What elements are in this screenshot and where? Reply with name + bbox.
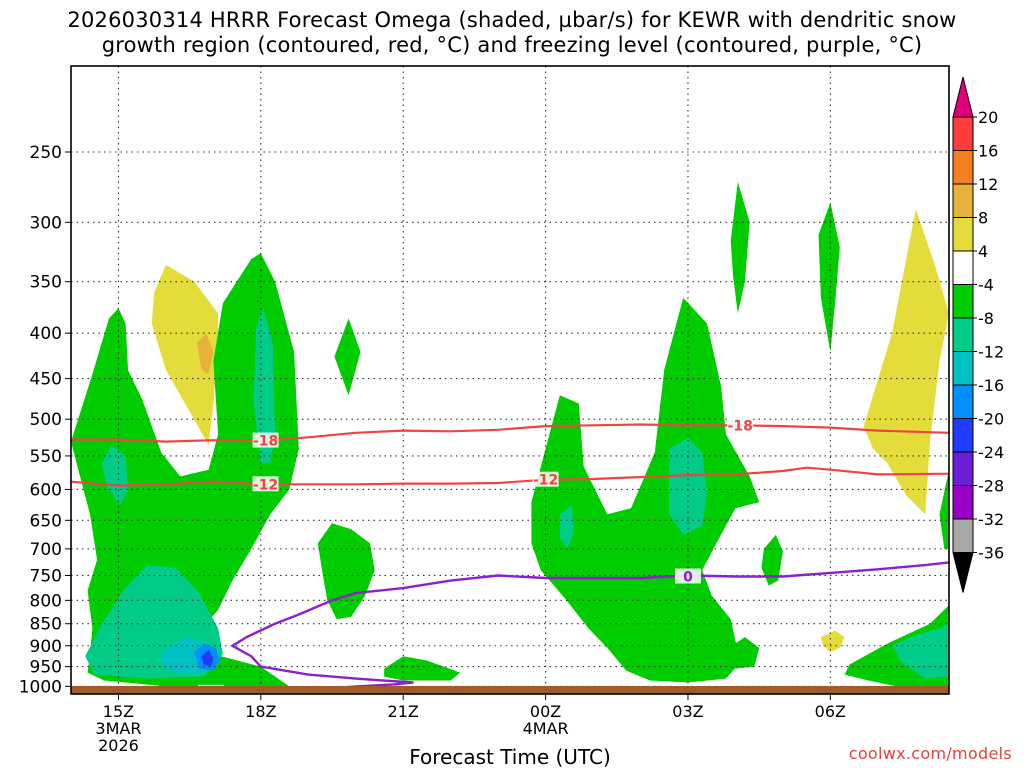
colorbar-swatch-13: [952, 518, 974, 553]
chart-title-line-1: 2026030314 HRRR Forecast Omega (shaded, …: [67, 8, 957, 32]
dgz-contour--12: [71, 466, 949, 487]
colorbar-swatch-6: [952, 284, 974, 319]
colorbar-label-0: 20: [978, 108, 998, 127]
colorbar-label-9: -20: [978, 410, 1004, 429]
dgz-label--12-0: -12: [253, 477, 278, 493]
colorbar-label-3: 8: [978, 209, 988, 228]
y-tick-label-900: 900: [30, 637, 62, 657]
colorbar-swatch-12: [952, 485, 974, 520]
colorbar: 20 16 12 8 4 -4 -8 -12 -16 -20 -24 -28 -32 -36: [952, 76, 1004, 593]
x-tick-label-06Z-0: 06Z: [815, 702, 846, 721]
colorbar-swatch-5: [952, 250, 974, 285]
ground-strip: [71, 686, 949, 694]
y-tick-label-950: 950: [30, 658, 62, 678]
y-tick-label-500: 500: [30, 410, 62, 430]
plot-frame: [70, 65, 950, 695]
x-tick-label-00Z-0: 00Z: [530, 702, 561, 721]
y-tick-label-300: 300: [30, 213, 62, 233]
colorbar-top-arrow: [952, 76, 974, 118]
colorbar-swatch-1: [952, 116, 974, 151]
colorbar-label-12: -32: [978, 510, 1004, 529]
omega-region-0: [151, 264, 219, 446]
omega-region-6: [71, 253, 299, 693]
x-tick-label-15Z-1: 3MAR: [95, 719, 141, 738]
y-axis-pressure: 2503003504004505005506006507007508008509…: [19, 143, 71, 697]
y-tick-label-400: 400: [30, 324, 62, 344]
colorbar-label-13: -36: [978, 544, 1004, 563]
y-tick-label-650: 650: [30, 511, 62, 531]
y-tick-label-750: 750: [30, 566, 62, 586]
colorbar-label-8: -16: [978, 376, 1004, 395]
x-tick-label-00Z-1: 4MAR: [523, 719, 569, 738]
dgz-label--12-0-bg: [252, 476, 279, 492]
omega-shading-layer: [71, 181, 949, 693]
colorbar-swatch-9: [952, 384, 974, 419]
dgz-label--18-0-bg: [252, 432, 279, 448]
omega-region-22: [892, 623, 949, 679]
colorbar-label-5: -4: [978, 276, 994, 295]
omega-region-13: [761, 534, 783, 586]
colorbar-label-1: 16: [978, 142, 998, 161]
omega-region-25: [201, 650, 214, 667]
freezing-level-label-1-bg: [674, 568, 701, 584]
y-tick-label-450: 450: [30, 370, 62, 390]
omega-region-21: [559, 505, 575, 549]
omega-region-16: [939, 469, 949, 549]
y-tick-label-350: 350: [30, 273, 62, 293]
y-tick-label-550: 550: [30, 447, 62, 467]
colorbar-bottom-arrow: [952, 552, 974, 593]
colorbar-swatch-3: [952, 183, 974, 218]
dgz-contour--18: [71, 423, 949, 443]
omega-region-14: [725, 637, 760, 669]
colorbar-swatch-4: [952, 217, 974, 252]
omega-region-11: [730, 181, 750, 314]
y-tick-label-1000: 1000: [19, 677, 62, 697]
colorbar-swatch-8: [952, 351, 974, 386]
omega-region-10: [531, 297, 760, 683]
chart-title-line-2: growth region (contoured, red, °C) and f…: [101, 33, 923, 57]
x-tick-label-21Z-0: 21Z: [388, 702, 419, 721]
x-axis-label: Forecast Time (UTC): [409, 745, 611, 768]
omega-region-5: [863, 209, 949, 515]
dgz-label--12-1: -12: [533, 473, 558, 489]
y-tick-label-800: 800: [30, 591, 62, 611]
x-tick-label-03Z-0: 03Z: [672, 702, 703, 721]
omega-region-20: [669, 438, 707, 535]
omega-region-8: [334, 318, 361, 396]
dgz-label--18-0: -18: [253, 434, 278, 450]
omega-region-19: [101, 445, 128, 506]
colorbar-label-6: -8: [978, 309, 994, 328]
dgz-label--12-1-bg: [532, 471, 559, 487]
omega-region-18: [253, 308, 276, 463]
omega-region-9: [384, 656, 461, 681]
omega-region-12: [818, 202, 840, 352]
omega-region-7: [317, 523, 375, 620]
colorbar-label-11: -28: [978, 477, 1004, 496]
dgz-label--18-1: -18: [728, 418, 753, 434]
x-tick-label-15Z-2: 2026: [98, 736, 139, 755]
colorbar-label-4: 4: [978, 242, 988, 261]
colorbar-label-10: -24: [978, 443, 1004, 462]
colorbar-swatch-11: [952, 451, 974, 486]
colorbar-label-7: -12: [978, 343, 1004, 362]
y-tick-label-700: 700: [30, 540, 62, 560]
colorbar-swatch-10: [952, 418, 974, 453]
colorbar-swatch-2: [952, 150, 974, 185]
x-tick-label-15Z-0: 15Z: [103, 702, 134, 721]
omega-region-1: [196, 333, 214, 375]
x-tick-label-18Z-0: 18Z: [245, 702, 276, 721]
y-tick-label-250: 250: [30, 143, 62, 163]
colorbar-label-2: 12: [978, 175, 998, 194]
omega-region-4: [820, 630, 845, 653]
y-tick-label-600: 600: [30, 480, 62, 500]
colorbar-swatch-7: [952, 317, 974, 352]
freezing-level-label-1: 0: [683, 570, 693, 586]
credit-text: coolwx.com/models: [848, 744, 1012, 763]
dgz-label--18-1-bg: [727, 417, 754, 433]
y-tick-label-850: 850: [30, 615, 62, 635]
